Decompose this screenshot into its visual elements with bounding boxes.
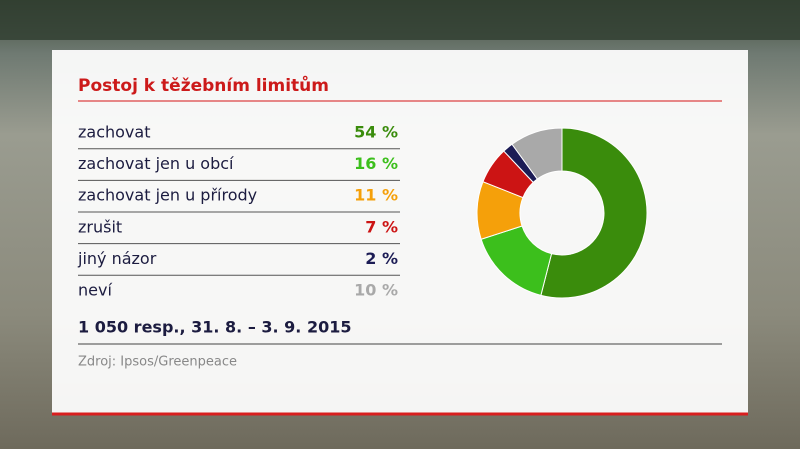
chart-title: Postoj k těžebním limitům: [78, 74, 329, 96]
source: Zdroj: Ipsos/Greenpeace: [78, 355, 237, 370]
legend-label: zachovat: [78, 123, 150, 142]
value-label: 11 %: [354, 186, 398, 205]
legend-label: zachovat jen u obcí: [78, 154, 234, 173]
legend-label: zachovat jen u přírody: [78, 186, 257, 205]
legend-label: neví: [78, 281, 112, 300]
background-hills: [0, 0, 800, 40]
value-label: 54 %: [354, 123, 398, 142]
value-label: 16 %: [354, 154, 398, 173]
legend-label: jiný názor: [77, 249, 157, 268]
note: 1 050 resp., 31. 8. – 3. 9. 2015: [78, 318, 351, 337]
value-label: 7 %: [365, 217, 398, 236]
donut-slice: [511, 127, 563, 180]
donut-slice: [540, 127, 648, 299]
legend-label: zrušit: [78, 217, 122, 236]
value-label: 10 %: [354, 281, 398, 300]
value-label: 2 %: [365, 249, 398, 268]
